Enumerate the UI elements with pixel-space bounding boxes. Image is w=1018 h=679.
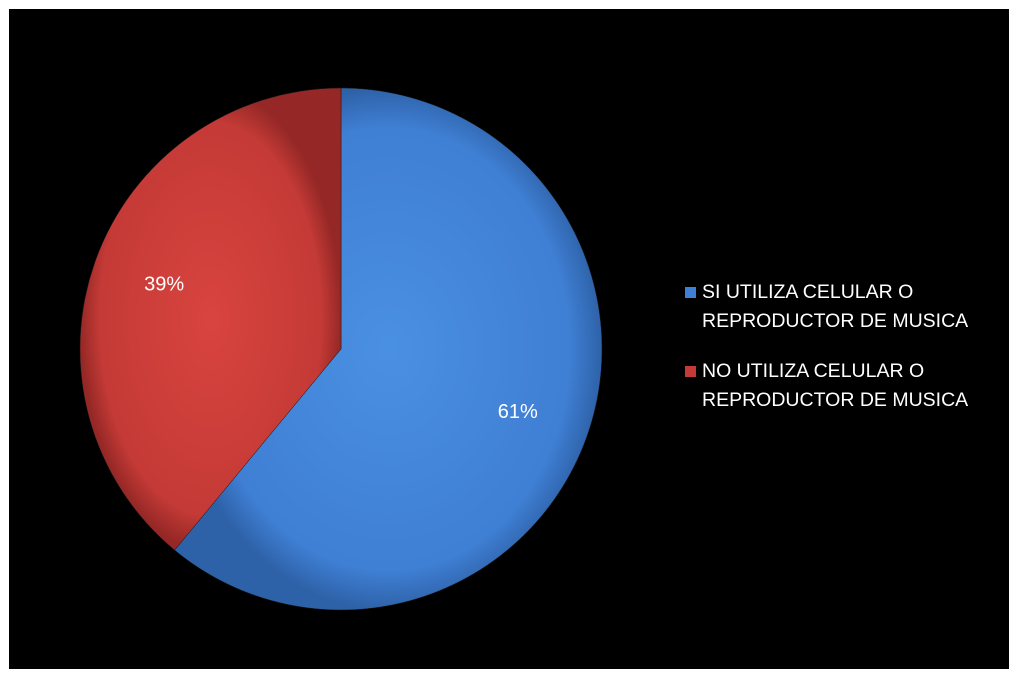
- legend-swatch-si: [685, 287, 696, 298]
- legend: SI UTILIZA CELULAR O REPRODUCTOR DE MUSI…: [685, 278, 1009, 436]
- pie-chart: 61% 39%: [79, 87, 603, 611]
- chart-area: 61% 39% SI UTILIZA CELULAR O REPRODUCTOR …: [9, 9, 1009, 669]
- legend-label-no: NO UTILIZA CELULAR O REPRODUCTOR DE MUSI…: [702, 360, 969, 411]
- pie-slice-si: [174, 87, 603, 611]
- pie-slice-no: [79, 87, 342, 551]
- legend-label-si: SI UTILIZA CELULAR O REPRODUCTOR DE MUSI…: [702, 281, 969, 332]
- data-label-no: 39%: [144, 274, 184, 296]
- legend-item-no: NO UTILIZA CELULAR O REPRODUCTOR DE MUSI…: [685, 357, 1009, 415]
- data-label-si: 61%: [498, 401, 538, 423]
- legend-item-si: SI UTILIZA CELULAR O REPRODUCTOR DE MUSI…: [685, 278, 1009, 336]
- legend-swatch-no: [685, 366, 696, 377]
